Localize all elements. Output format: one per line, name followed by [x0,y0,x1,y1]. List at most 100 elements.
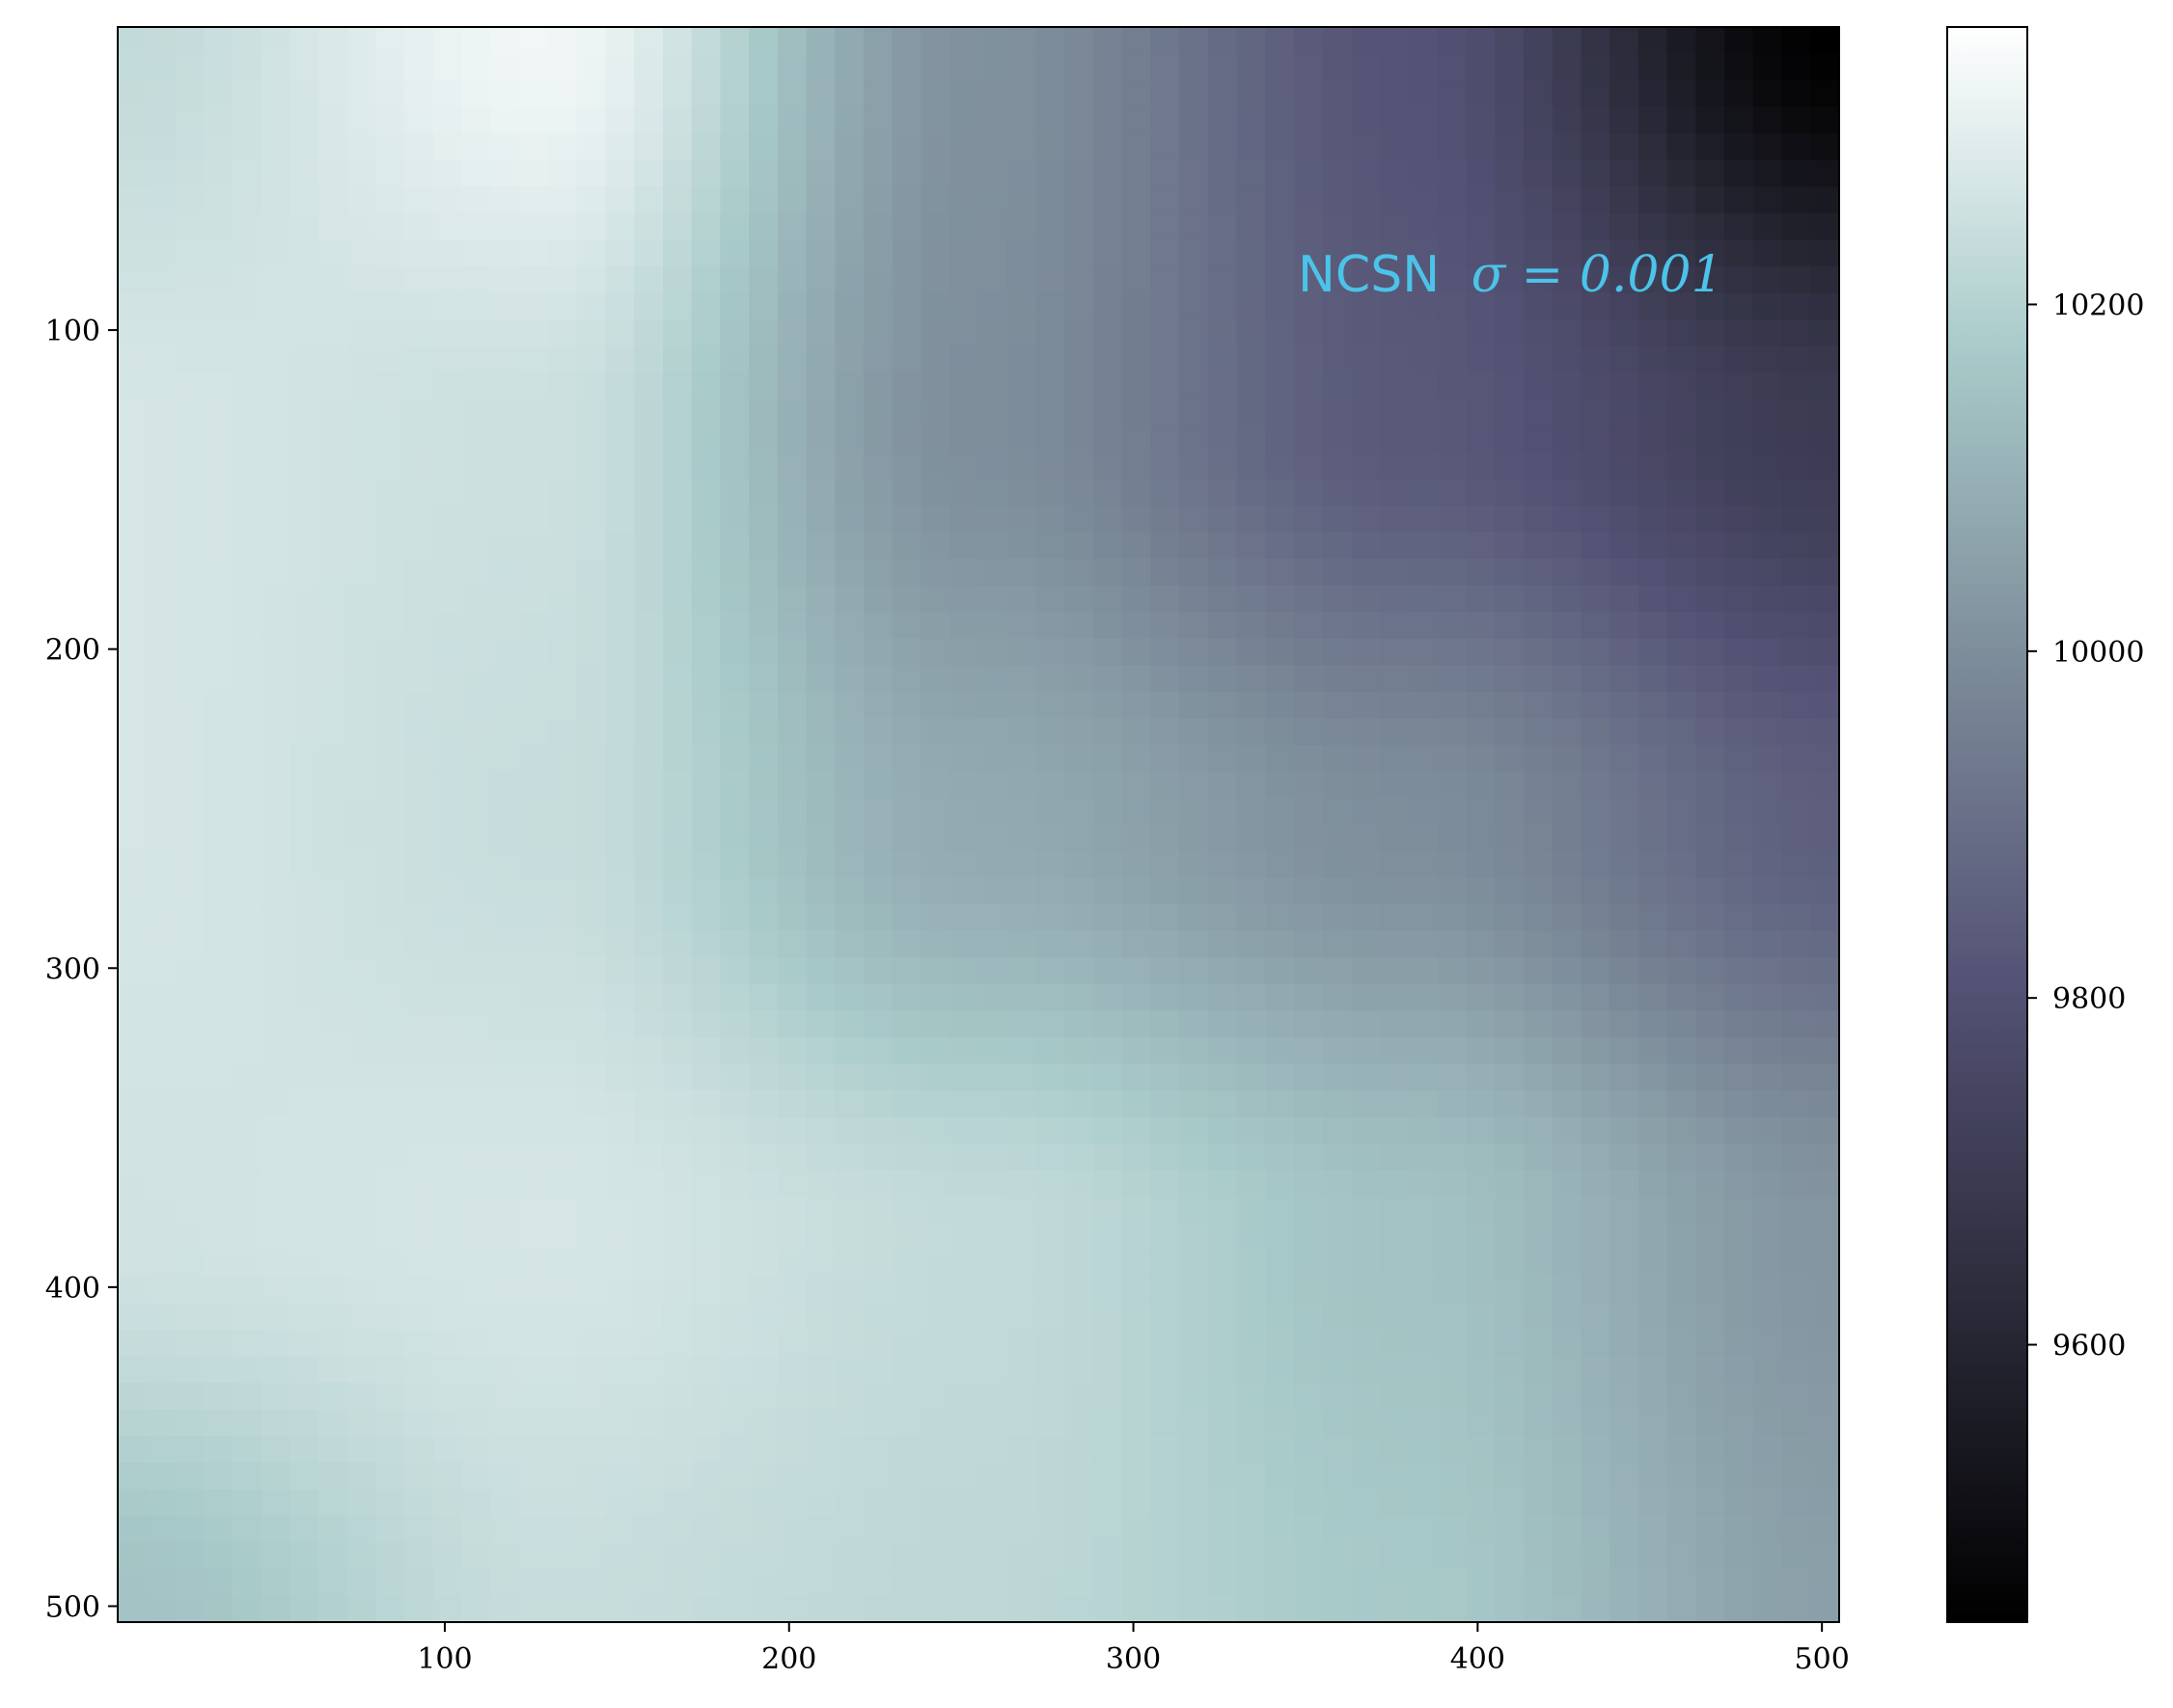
heatmap-cell [318,1250,348,1278]
heatmap-cell [1035,1303,1065,1331]
heatmap-cell [1437,1303,1468,1331]
heatmap-cell [118,186,148,214]
heatmap-cell [1236,1568,1267,1597]
heatmap-cell [1322,133,1353,161]
heatmap-cell [1092,505,1123,534]
heatmap-cell [777,1276,808,1305]
heatmap-cell [1035,1250,1065,1278]
heatmap-cell [1810,1010,1840,1038]
heatmap-cell [864,638,894,666]
heatmap-cell [1294,159,1324,188]
heatmap-cell [1092,1436,1123,1464]
heatmap-cell [204,718,234,746]
heatmap-cell [864,851,894,879]
heatmap-cell [232,1409,262,1437]
heatmap-cell [1609,1515,1639,1544]
heatmap-cell [433,1515,463,1544]
heatmap-cell [835,983,865,1012]
heatmap-cell [806,505,837,534]
heatmap-cell [548,426,578,454]
heatmap-cell [1351,1197,1382,1225]
heatmap-cell [662,1250,693,1278]
heatmap-cell [1121,426,1152,454]
heatmap-cell [461,1515,492,1544]
heatmap-cell [1609,292,1639,320]
heatmap-cell [835,159,865,188]
heatmap-cell [864,53,894,81]
heatmap-cell [1781,983,1812,1012]
heatmap-cell [662,1329,693,1358]
heatmap-cell [605,265,635,294]
heatmap-cell [433,744,463,773]
heatmap-cell [1752,585,1783,613]
heatmap-cell [1035,1462,1065,1491]
heatmap-cell [720,638,750,666]
heatmap-cell [289,319,319,347]
heatmap-cell [634,851,664,879]
heatmap-cell [519,744,549,773]
heatmap-cell [1724,824,1754,852]
heatmap-cell [949,904,979,932]
heatmap-cell [892,718,922,746]
heatmap-cell [490,186,521,214]
heatmap-cell [519,1329,549,1358]
heatmap-cell [1609,426,1639,454]
heatmap-cell [921,957,951,985]
heatmap-cell [1121,1250,1152,1278]
heatmap-cell [346,612,377,640]
heatmap-cell [806,983,837,1012]
heatmap-cell [519,930,549,959]
heatmap-cell [978,1303,1008,1331]
heatmap-cell [461,133,492,161]
heatmap-cell [1207,1036,1238,1065]
heatmap-cell [1179,292,1209,320]
heatmap-cell [1322,930,1353,959]
heatmap-cell [289,1436,319,1464]
heatmap-cell [175,1356,205,1384]
heatmap-cell [1380,824,1410,852]
heatmap-cell [1781,1116,1812,1144]
heatmap-cell [1495,877,1525,905]
heatmap-cell [1752,292,1783,320]
heatmap-cell [1006,1036,1037,1065]
heatmap-cell [1322,159,1353,188]
y-tick-label: 100 [45,315,100,348]
heatmap-cell [921,505,951,534]
heatmap-cell [1351,1409,1382,1437]
heatmap-cell [1523,1568,1554,1597]
heatmap-cell [433,691,463,720]
heatmap-cell [864,718,894,746]
heatmap-cell [1666,53,1697,81]
heatmap-cell [1064,159,1094,188]
heatmap-cell [175,665,205,693]
heatmap-cell [806,159,837,188]
heatmap-cell [1495,797,1525,826]
heatmap-cell [691,1568,722,1597]
heatmap-cell [1322,532,1353,560]
heatmap-cell [1724,718,1754,746]
heatmap-cell [1322,1090,1353,1118]
heatmap-cell [118,53,148,81]
heatmap-cell [1637,1489,1668,1517]
heatmap-cell [892,159,922,188]
heatmap-cell [806,1303,837,1331]
heatmap-cell [1294,1276,1324,1305]
heatmap-cell [835,1568,865,1597]
heatmap-cell [1609,718,1639,746]
heatmap-cell [949,1568,979,1597]
heatmap-cell [1236,265,1267,294]
heatmap-cell [1064,930,1094,959]
annotation-math: σ = 0.001 [1472,246,1723,304]
colorbar-fill [1947,27,2027,1622]
heatmap-cell [1409,345,1439,373]
heatmap-cell [1752,957,1783,985]
heatmap-cell [1437,1383,1468,1411]
heatmap-cell [892,292,922,320]
heatmap-cell [490,1143,521,1171]
heatmap-cell [289,665,319,693]
heatmap-cell [1035,399,1065,427]
heatmap-cell [1121,372,1152,400]
heatmap-cell [1035,345,1065,373]
heatmap-cell [375,1436,406,1464]
heatmap-cell [1810,1409,1840,1437]
